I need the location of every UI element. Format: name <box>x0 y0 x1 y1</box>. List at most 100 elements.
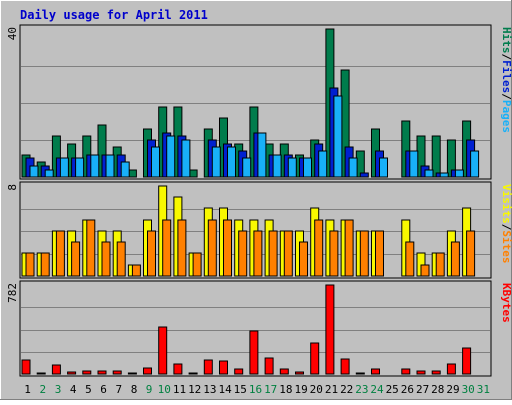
bar-pages-day-20 <box>318 150 328 178</box>
bar-kbytes-day-20 <box>310 342 320 375</box>
bar-pages-day-29 <box>454 169 464 178</box>
x-label-day-3: 3 <box>55 383 62 396</box>
bar-kbytes-day-22 <box>340 358 350 375</box>
bar-sites-day-5 <box>86 219 96 277</box>
x-label-day-24: 24 <box>370 383 384 396</box>
bar-sites-day-24 <box>375 230 384 277</box>
bar-kbytes-day-15 <box>234 368 244 375</box>
x-label-day-6: 6 <box>100 383 107 396</box>
legend-entry-visits-2: Sites <box>500 230 512 263</box>
x-label-day-22: 22 <box>340 383 353 396</box>
bar-kbytes-day-26 <box>401 368 411 375</box>
bar-pages-day-3 <box>59 157 69 178</box>
bar-kbytes-day-27 <box>416 370 426 375</box>
x-label-day-26: 26 <box>401 383 414 396</box>
bar-kbytes-day-9 <box>143 367 152 375</box>
bar-pages-day-11 <box>181 139 191 178</box>
legend-entry-hits-0: Hits <box>500 27 512 54</box>
bar-sites-day-13 <box>207 219 217 277</box>
x-label-day-10: 10 <box>158 383 171 396</box>
legend-entry-hits-2: Files <box>500 60 512 93</box>
x-label-day-13: 13 <box>203 383 216 396</box>
x-label-day-17: 17 <box>264 383 277 396</box>
bar-pages-day-4 <box>75 157 85 178</box>
x-label-day-30: 30 <box>462 383 475 396</box>
x-label-day-18: 18 <box>279 383 292 396</box>
bar-sites-day-26 <box>405 241 415 277</box>
bar-pages-day-10 <box>166 135 176 178</box>
bar-pages-day-15 <box>242 157 252 178</box>
bar-kbytes-day-4 <box>67 371 77 375</box>
x-label-day-21: 21 <box>325 383 338 396</box>
bar-sites-day-23 <box>359 230 369 277</box>
bar-kbytes-day-14 <box>219 360 228 375</box>
legend-entry-hits-1: / <box>500 54 512 61</box>
bar-kbytes-day-8 <box>127 372 137 375</box>
x-label-day-16: 16 <box>249 383 262 396</box>
x-label-day-14: 14 <box>218 383 232 396</box>
bar-files-day-23 <box>359 172 369 178</box>
bar-sites-day-28 <box>435 252 445 277</box>
panel-hits-legend: Hits/Files/Pages <box>500 27 512 133</box>
bar-sites-day-20 <box>314 219 324 277</box>
bar-sites-day-9 <box>147 230 156 277</box>
bar-sites-day-30 <box>466 230 476 277</box>
x-label-day-2: 2 <box>39 383 46 396</box>
bar-sites-day-17 <box>268 230 278 277</box>
panel-hits-ymax-label: 40 <box>6 27 19 40</box>
legend-entry-hits-4: Pages <box>500 100 512 133</box>
bar-sites-day-22 <box>344 219 354 277</box>
bar-kbytes-day-11 <box>173 363 183 375</box>
x-label-day-7: 7 <box>115 383 122 396</box>
bar-sites-day-8 <box>131 264 141 277</box>
bar-sites-day-27 <box>420 264 430 277</box>
bar-kbytes-day-18 <box>279 368 289 375</box>
x-label-day-27: 27 <box>416 383 429 396</box>
bar-kbytes-day-24 <box>371 368 380 375</box>
x-label-day-19: 19 <box>294 383 307 396</box>
bar-kbytes-day-1 <box>21 359 31 375</box>
bar-pages-day-6 <box>105 154 115 178</box>
x-label-day-11: 11 <box>173 383 186 396</box>
bar-sites-day-7 <box>116 241 126 277</box>
x-label-day-5: 5 <box>85 383 92 396</box>
legend-entry-visits-0: Visits <box>500 184 512 224</box>
panel-visits: 8 Visits/Sites <box>6 181 512 279</box>
bar-kbytes-day-6 <box>97 370 107 375</box>
panel-kbytes-legend: KBytes <box>500 283 512 323</box>
bar-kbytes-day-7 <box>112 370 122 375</box>
bar-pages-day-17 <box>272 154 282 178</box>
bar-pages-day-22 <box>348 157 358 178</box>
panel-hits: 40 Hits/Files/Pages <box>6 24 512 180</box>
bar-kbytes-day-23 <box>355 372 365 375</box>
bar-kbytes-day-29 <box>446 363 456 375</box>
x-label-day-23: 23 <box>355 383 368 396</box>
bar-pages-day-1 <box>29 165 39 178</box>
bar-sites-day-1 <box>25 252 35 277</box>
panel-visits-ymax-label: 8 <box>6 184 19 191</box>
bar-pages-day-30 <box>470 150 480 178</box>
bar-pages-day-18 <box>287 157 297 178</box>
bar-pages-day-9 <box>151 146 160 178</box>
bar-pages-day-24 <box>379 157 388 178</box>
bar-pages-day-28 <box>439 172 449 178</box>
bar-kbytes-day-5 <box>82 370 92 375</box>
bar-pages-day-5 <box>90 154 100 178</box>
x-label-day-8: 8 <box>131 383 138 396</box>
x-label-day-31: 31 <box>477 383 490 396</box>
bar-sites-day-21 <box>329 230 339 277</box>
bar-kbytes-day-13 <box>203 359 213 375</box>
chart-title: Daily usage for April 2011 <box>20 8 208 22</box>
x-label-day-25: 25 <box>386 383 399 396</box>
bar-kbytes-day-30 <box>462 347 472 375</box>
bar-kbytes-day-19 <box>295 371 304 375</box>
x-axis-labels: 1 2 3 4 5 6 7 8 9 10 11 12 13 14 15 16 17 18 19 20 21 22 23 24 2… <box>24 383 490 396</box>
x-label-day-4: 4 <box>70 383 77 396</box>
bar-pages-day-16 <box>257 132 267 178</box>
bar-kbytes-day-21 <box>325 284 335 375</box>
panel-kbytes: 782 KBytes <box>6 280 512 377</box>
bar-kbytes-day-3 <box>51 364 61 375</box>
bar-sites-day-18 <box>283 230 293 277</box>
bar-sites-day-2 <box>40 252 50 277</box>
bar-pages-day-21 <box>333 95 343 178</box>
